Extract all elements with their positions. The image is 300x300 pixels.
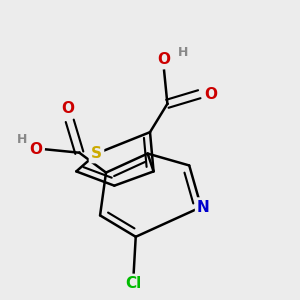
Text: O: O (158, 52, 171, 67)
Text: N: N (197, 200, 210, 214)
Text: O: O (204, 87, 217, 102)
Text: O: O (61, 101, 74, 116)
Text: H: H (178, 46, 189, 59)
Text: S: S (91, 146, 102, 161)
Text: H: H (17, 133, 27, 146)
Text: Cl: Cl (126, 276, 142, 291)
Text: O: O (30, 142, 43, 157)
